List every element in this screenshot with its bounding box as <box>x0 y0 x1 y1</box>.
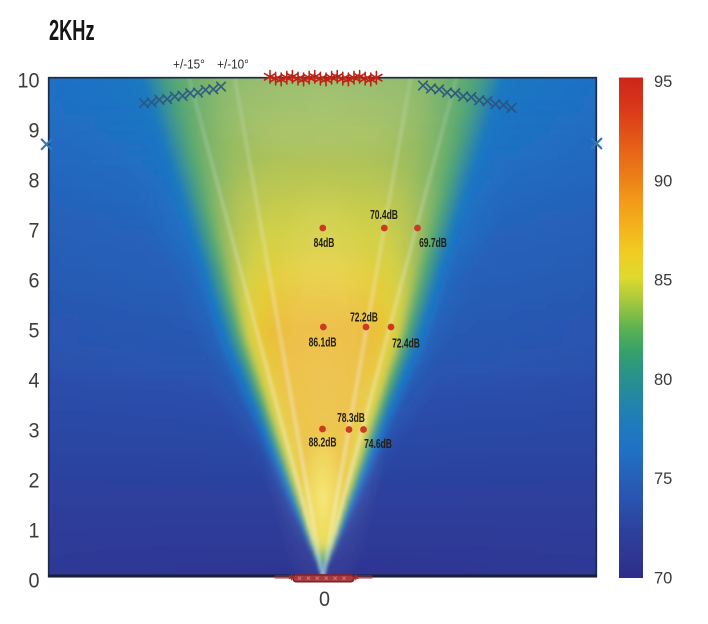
svg-text:4: 4 <box>29 369 40 393</box>
svg-text:6: 6 <box>29 269 40 293</box>
svg-text:74.6dB: 74.6dB <box>364 437 392 451</box>
svg-text:88.2dB: 88.2dB <box>309 436 337 450</box>
svg-text:84dB: 84dB <box>314 236 335 250</box>
svg-text:10: 10 <box>18 69 40 93</box>
svg-text:78.3dB: 78.3dB <box>337 411 365 425</box>
svg-text:72.4dB: 72.4dB <box>392 337 420 351</box>
svg-text:0: 0 <box>29 569 40 593</box>
svg-text:69.7dB: 69.7dB <box>419 236 447 250</box>
svg-text:1: 1 <box>29 519 40 543</box>
svg-text:8: 8 <box>29 169 40 193</box>
svg-text:2KHz: 2KHz <box>49 15 95 47</box>
svg-text:9: 9 <box>29 119 40 143</box>
svg-text:5: 5 <box>29 319 40 343</box>
svg-text:75: 75 <box>654 470 672 488</box>
svg-text:72.2dB: 72.2dB <box>350 311 378 325</box>
svg-text:+/-10°: +/-10° <box>217 57 249 72</box>
svg-text:7: 7 <box>29 219 40 243</box>
svg-text:+/-15°: +/-15° <box>173 57 205 72</box>
svg-text:95: 95 <box>654 73 672 91</box>
svg-text:85: 85 <box>654 272 672 290</box>
svg-text:80: 80 <box>654 371 672 389</box>
svg-text:90: 90 <box>654 172 672 190</box>
svg-text:3: 3 <box>29 419 40 443</box>
svg-text:0: 0 <box>319 587 330 611</box>
svg-text:86.1dB: 86.1dB <box>309 336 337 350</box>
svg-text:70: 70 <box>654 570 672 588</box>
svg-text:70.4dB: 70.4dB <box>370 208 398 222</box>
svg-text:2: 2 <box>29 469 40 493</box>
